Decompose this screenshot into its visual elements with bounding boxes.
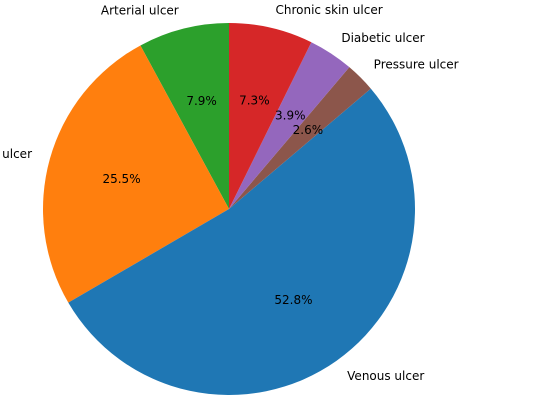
pie-pct-arterial-ulcer: 7.9% [186, 94, 217, 108]
pie-slice-venous-ulcer [68, 88, 416, 396]
pie-label-arterial-ulcer: Arterial ulcer [101, 4, 179, 18]
pie-slice-unclassified-leg-ulcer [43, 45, 229, 303]
pie-slice-chronic-skin-ulcer [229, 23, 312, 209]
pie-slice-pressure-ulcer [229, 67, 371, 209]
pie-pct-chronic-skin-ulcer: 7.3% [239, 93, 270, 107]
pie-pct-diabetic-ulcer: 3.9% [275, 109, 306, 123]
pie-pct-venous-ulcer: 52.8% [274, 293, 312, 307]
pie-label-diabetic-ulcer: Diabetic ulcer [341, 31, 424, 45]
pie-label-chronic-skin-ulcer: Chronic skin ulcer [276, 3, 383, 17]
pie-slices [43, 23, 416, 396]
pie-pct-unclassified-leg-ulcer: 25.5% [102, 172, 140, 186]
pie-label-venous-ulcer: Venous ulcer [347, 369, 424, 383]
pie-pct-pressure-ulcer: 2.6% [293, 123, 324, 137]
pie-label-unclassified-leg-ulcer: Unclassified leg ulcer [0, 147, 32, 161]
pie-label-pressure-ulcer: Pressure ulcer [374, 57, 459, 71]
pie-slice-diabetic-ulcer [229, 42, 350, 210]
pie-slice-arterial-ulcer [140, 23, 229, 209]
pie-labels: 7.9% Arterial ulcer 25.5% Unclassified leg … [0, 3, 459, 383]
